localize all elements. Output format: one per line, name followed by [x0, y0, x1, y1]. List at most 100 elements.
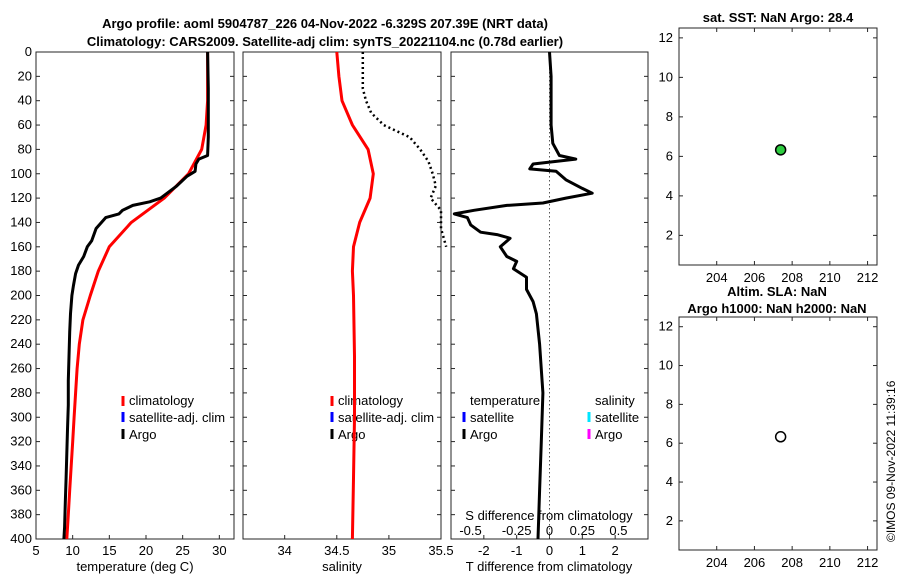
y-tick-label: 10 — [659, 358, 673, 373]
legend-label-s-satellite: satellite — [595, 410, 639, 425]
top-tick-label: 0 — [546, 523, 553, 538]
y-tick-label: 360 — [10, 482, 32, 497]
y-tick-label: 0 — [25, 44, 32, 59]
y-tick-label: 40 — [18, 93, 32, 108]
series-line-argo — [361, 52, 448, 248]
y-tick-label: 80 — [18, 141, 32, 156]
y-tick-label: 320 — [10, 434, 32, 449]
y-tick-label: 340 — [10, 458, 32, 473]
series-line-climatology — [65, 52, 210, 540]
difference-xlabel: T difference from climatology — [466, 559, 633, 574]
legend-label-argo: Argo — [129, 427, 156, 442]
sst-title: sat. SST: NaN Argo: 28.4 — [703, 10, 854, 25]
temperature-legend: climatology satellite-adj. clim Argo — [121, 393, 225, 442]
x-tick-label: 34.5 — [324, 543, 349, 558]
y-tick-label: 8 — [666, 109, 673, 124]
y-tick-label: 140 — [10, 214, 32, 229]
x-tick-label: 20 — [139, 543, 153, 558]
x-tick-label: 35.5 — [428, 543, 453, 558]
x-tick-label: 210 — [819, 555, 841, 570]
top-tick-label: 0.25 — [570, 523, 595, 538]
temperature-xlabel: temperature (deg C) — [76, 559, 193, 574]
y-tick-label: 12 — [659, 319, 673, 334]
x-tick-label: -1 — [511, 543, 523, 558]
y-tick-label: 2 — [666, 227, 673, 242]
y-tick-label: 300 — [10, 409, 32, 424]
imos-stamp: ©IMOS 09-Nov-2022 11:39:16 — [884, 380, 898, 542]
y-tick-label: 8 — [666, 396, 673, 411]
figure-title-line2: Climatology: CARS2009. Satellite-adj cli… — [87, 34, 563, 49]
legend-label-s-argo: Argo — [595, 427, 622, 442]
x-tick-label: 210 — [819, 270, 841, 285]
x-tick-label: 208 — [781, 555, 803, 570]
x-tick-label: -2 — [478, 543, 490, 558]
salinity-xlabel: salinity — [322, 559, 362, 574]
series-line-climatology — [335, 51, 375, 540]
y-tick-label: 180 — [10, 263, 32, 278]
scatter-point — [774, 431, 787, 443]
difference-legend: temperature satellite Argo salinity sate… — [462, 393, 639, 442]
y-tick-label: 12 — [659, 30, 673, 45]
y-tick-label: 60 — [18, 117, 32, 132]
legend-label-climatology: climatology — [129, 393, 195, 408]
sla-title-line1: Altim. SLA: NaN — [727, 284, 827, 299]
y-tick-label: 120 — [10, 190, 32, 205]
legend-label-satellite: satellite-adj. clim — [129, 410, 225, 425]
figure-title-line1: Argo profile: aoml 5904787_226 04-Nov-20… — [102, 16, 548, 31]
y-tick-label: 380 — [10, 507, 32, 522]
x-tick-label: 204 — [706, 555, 728, 570]
top-tick-label: -0.5 — [459, 523, 481, 538]
y-tick-label: 400 — [10, 531, 32, 546]
sst-panel — [678, 27, 878, 266]
y-tick-label: 20 — [18, 68, 32, 83]
sla-title-line2: Argo h1000: NaN h2000: NaN — [687, 301, 866, 316]
y-tick-label: 280 — [10, 385, 32, 400]
x-tick-label: 212 — [857, 555, 879, 570]
x-tick-label: 2 — [612, 543, 619, 558]
y-tick-label: 100 — [10, 166, 32, 181]
legend-label-t-satellite: satellite — [470, 410, 514, 425]
legend-label-climatology: climatology — [338, 393, 404, 408]
x-tick-label: 206 — [744, 555, 766, 570]
legend-label-t-argo: Argo — [470, 427, 497, 442]
y-tick-label: 2 — [666, 513, 673, 528]
difference-top-label: S difference from climatology — [465, 508, 633, 523]
sla-panel — [678, 316, 878, 551]
top-tick-label: 0.5 — [609, 523, 627, 538]
x-tick-label: 25 — [175, 543, 189, 558]
y-tick-label: 160 — [10, 239, 32, 254]
x-tick-label: 35 — [382, 543, 396, 558]
x-tick-label: 0 — [546, 543, 553, 558]
x-tick-label: 204 — [706, 270, 728, 285]
salinity-panel — [242, 51, 442, 540]
x-tick-label: 1 — [579, 543, 586, 558]
y-tick-label: 260 — [10, 361, 32, 376]
x-tick-label: 30 — [212, 543, 226, 558]
series-line-argo — [62, 51, 210, 540]
x-tick-label: 34 — [277, 543, 291, 558]
legend-title-salinity: salinity — [595, 393, 635, 408]
y-tick-label: 6 — [666, 148, 673, 163]
y-tick-label: 240 — [10, 336, 32, 351]
y-tick-label: 4 — [666, 188, 673, 203]
series-line-t-diff-argo — [452, 51, 594, 540]
x-tick-label: 206 — [744, 270, 766, 285]
salinity-legend: climatology satellite-adj. clim Argo — [330, 393, 434, 442]
x-tick-label: 10 — [65, 543, 79, 558]
x-tick-label: 5 — [32, 543, 39, 558]
scatter-point — [774, 144, 787, 156]
x-tick-label: 212 — [857, 270, 879, 285]
top-tick-label: -0.25 — [502, 523, 532, 538]
legend-label-satellite: satellite-adj. clim — [338, 410, 434, 425]
y-tick-label: 6 — [666, 435, 673, 450]
plot-marks: 5 10 15 20 25 3002040608010012014016018020022… — [10, 28, 878, 570]
y-tick-label: 220 — [10, 312, 32, 327]
x-tick-label: 15 — [102, 543, 116, 558]
legend-label-argo: Argo — [338, 427, 365, 442]
y-tick-label: 200 — [10, 288, 32, 303]
x-tick-label: 208 — [781, 270, 803, 285]
y-tick-label: 4 — [666, 474, 673, 489]
y-tick-label: 10 — [659, 69, 673, 84]
legend-title-temperature: temperature — [470, 393, 540, 408]
